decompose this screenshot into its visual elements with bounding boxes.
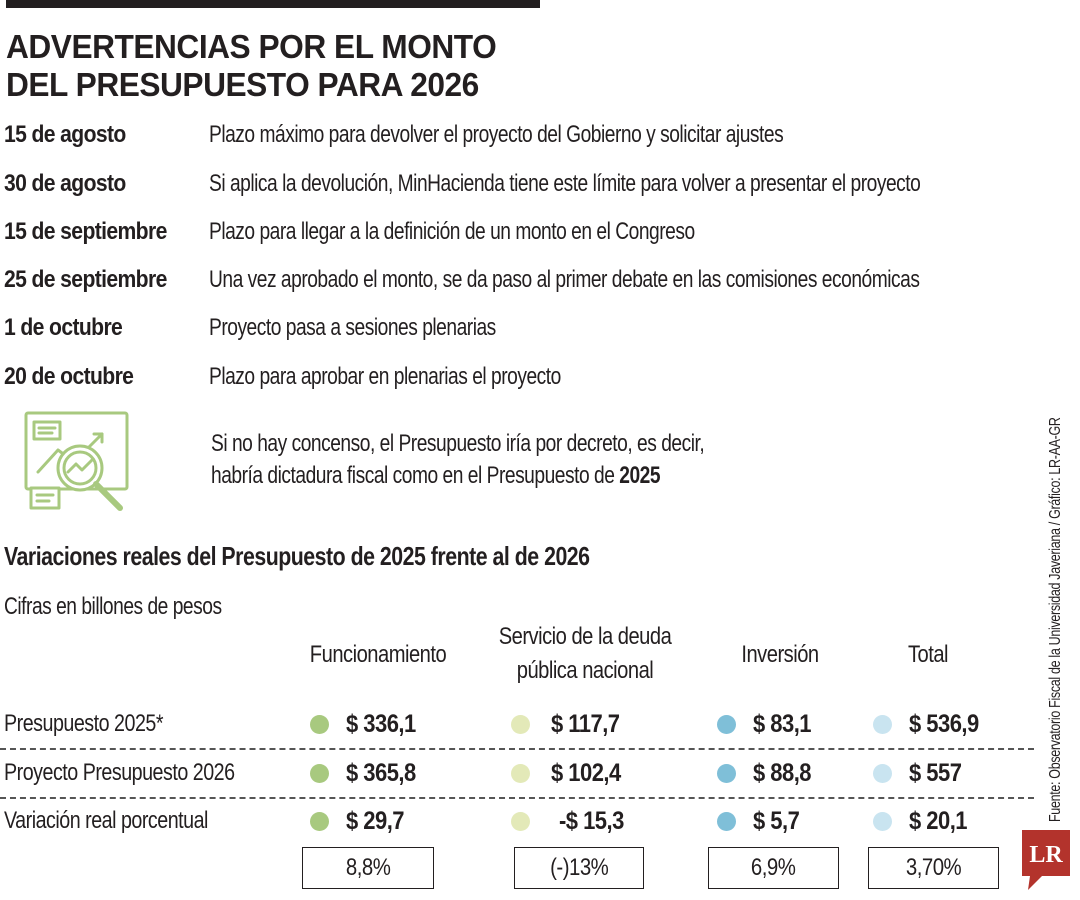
page-title-line2: DEL PRESUPUESTO PARA 2026 [6, 66, 479, 103]
source-text: Fuente: Observatorio Fiscal de la Univer… [1047, 417, 1064, 822]
cell-value: $ 536,9 [909, 710, 979, 738]
table-units: Cifras en billones de pesos [4, 593, 222, 620]
total-dot [873, 812, 892, 831]
timeline-text: Si aplica la devolución, MinHacienda tie… [209, 170, 921, 197]
column-header-total: Total [907, 641, 949, 668]
cell-value: $ 557 [909, 759, 962, 787]
percent-box: 3,70% [868, 847, 999, 889]
deuda-dot [511, 764, 530, 783]
magnifier-analytics-icon [24, 411, 129, 511]
row-divider [0, 748, 1034, 750]
funcionamiento-dot [310, 764, 329, 783]
row-divider [0, 797, 1034, 799]
column-header-deuda: Servicio de la deuda pública nacional [498, 623, 672, 684]
timeline-row: 30 de agosto Si aplica la devolución, Mi… [4, 167, 1074, 201]
deuda-dot [511, 715, 530, 734]
timeline-text: Plazo para aprobar en plenarias el proye… [209, 363, 561, 390]
timeline-row: 15 de agosto Plazo máximo para devolver … [4, 118, 1074, 152]
timeline-date: 15 de septiembre [4, 218, 167, 245]
deuda-dot [511, 812, 530, 831]
row-label: Variación real porcentual [4, 807, 208, 834]
percent-box: (-)13% [514, 847, 644, 889]
note-line1: Si no hay concenso, el Presupuesto iría … [211, 430, 705, 457]
column-header-funcionamiento: Funcionamiento [309, 641, 447, 668]
cell-value: $ 336,1 [346, 710, 416, 738]
timeline-row: 20 de octubre Plazo para aprobar en plen… [4, 360, 1074, 394]
source-credit: Fuente: Observatorio Fiscal de la Univer… [1046, 322, 1066, 822]
percent-box: 8,8% [302, 847, 434, 889]
inversion-dot [717, 812, 736, 831]
cell-value: $ 29,7 [346, 807, 405, 835]
timeline-date: 30 de agosto [4, 170, 126, 197]
note-year: 2025 [619, 462, 661, 489]
timeline-date: 15 de agosto [4, 121, 126, 148]
table-title: Variaciones reales del Presupuesto de 20… [4, 541, 590, 571]
inversion-dot [717, 715, 736, 734]
total-dot [873, 715, 892, 734]
cell-value: $ 102,4 [551, 759, 621, 787]
row-label: Proyecto Presupuesto 2026 [4, 759, 235, 786]
inversion-dot [717, 764, 736, 783]
timeline-text: Proyecto pasa a sesiones plenarias [209, 314, 496, 341]
timeline-date: 25 de septiembre [4, 266, 167, 293]
timeline-text: Plazo para llegar a la definición de un … [209, 218, 695, 245]
cell-value: $ 88,8 [753, 759, 812, 787]
top-rule [6, 0, 540, 8]
total-dot [873, 764, 892, 783]
note-line2: habría dictadura fiscal como en el Presu… [211, 460, 704, 492]
timeline-row: 25 de septiembre Una vez aprobado el mon… [4, 263, 1074, 297]
row-label: Presupuesto 2025* [4, 710, 164, 737]
funcionamiento-dot [310, 715, 329, 734]
cell-value: -$ 15,3 [559, 807, 624, 835]
timeline-text: Una vez aprobado el monto, se da paso al… [209, 266, 920, 293]
percent-box: 6,9% [708, 847, 839, 889]
cell-value: $ 365,8 [346, 759, 416, 787]
cell-value: $ 5,7 [753, 807, 800, 835]
fiscal-note: Si no hay concenso, el Presupuesto iría … [211, 428, 705, 492]
timeline-date: 20 de octubre [4, 363, 134, 390]
timeline-row: 15 de septiembre Plazo para llegar a la … [4, 215, 1074, 249]
cell-value: $ 117,7 [551, 710, 620, 738]
funcionamiento-dot [310, 812, 329, 831]
timeline-date: 1 de octubre [4, 314, 123, 341]
page-title: ADVERTENCIAS POR EL MONTO DEL PRESUPUEST… [6, 28, 601, 104]
cell-value: $ 20,1 [909, 807, 968, 835]
column-header-inversion: Inversión [741, 641, 819, 668]
lr-logo-text: LR [1029, 842, 1063, 868]
lr-logo-icon: LR [1022, 830, 1070, 890]
page-title-line1: ADVERTENCIAS POR EL MONTO [6, 28, 497, 65]
cell-value: $ 83,1 [753, 710, 812, 738]
timeline-text: Plazo máximo para devolver el proyecto d… [209, 121, 784, 148]
timeline-row: 1 de octubre Proyecto pasa a sesiones pl… [4, 311, 1074, 345]
note-line2-text: habría dictadura fiscal como en el Presu… [211, 462, 620, 489]
